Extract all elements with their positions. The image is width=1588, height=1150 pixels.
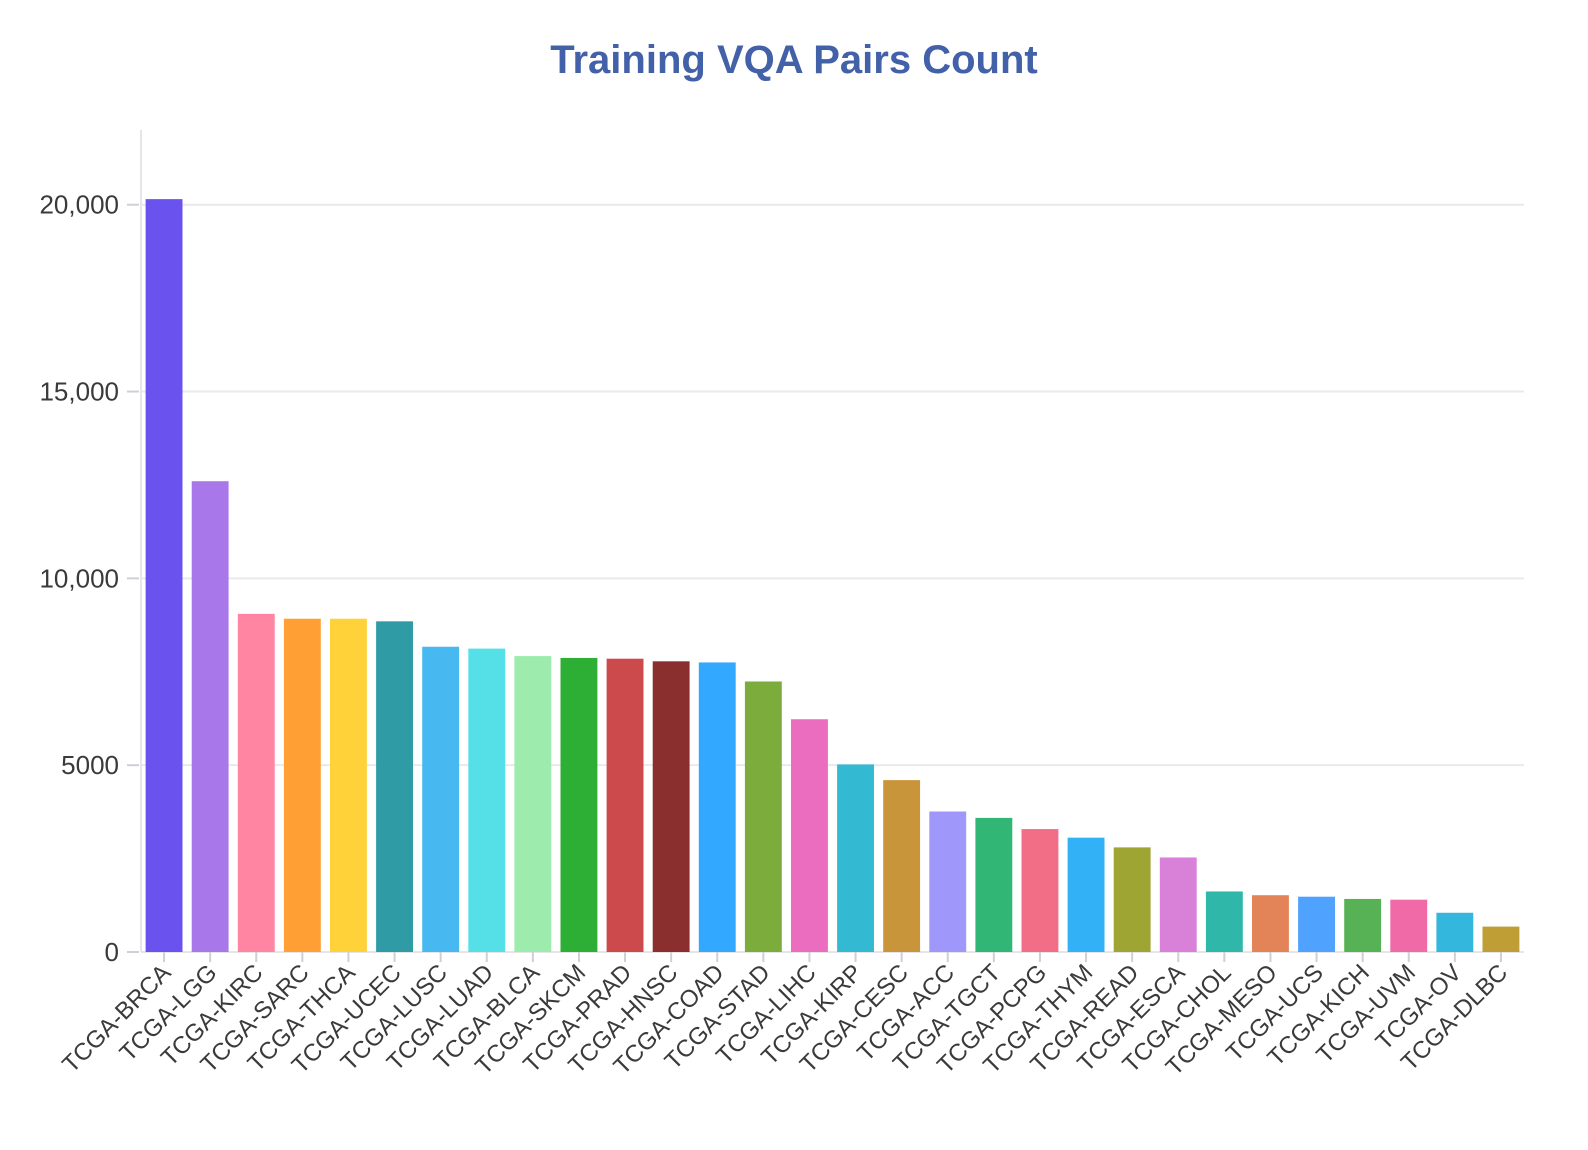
y-tick-label: 20,000 [39,190,119,220]
bar-tcga-meso[interactable] [1252,895,1289,952]
bar-tcga-thca[interactable] [330,618,367,952]
gridlines [141,203,1524,767]
bar-tcga-prad[interactable] [606,658,644,952]
bar-tcga-blca[interactable] [514,656,552,952]
bars [145,199,1520,952]
bar-tcga-hnsc[interactable] [652,661,690,952]
y-tick-label: 15,000 [39,377,119,407]
bar-tcga-stad[interactable] [744,681,782,952]
bar-tcga-chol[interactable] [1205,891,1243,952]
y-tick-label: 5000 [61,750,119,780]
y-axis-ticks: 0 5000 10,000 15,000 20,000 [39,190,139,967]
bar-tcga-kirp[interactable] [837,764,874,952]
bar-tcga-cesc[interactable] [883,780,921,952]
y-tick-label: 10,000 [39,563,119,593]
bar-tcga-read[interactable] [1113,847,1151,952]
bar-tcga-uvm[interactable] [1390,899,1428,952]
bar-tcga-acc[interactable] [929,811,967,952]
bar-tcga-pcpg[interactable] [1021,829,1059,952]
bar-tcga-esca[interactable] [1159,857,1197,952]
bar-tcga-luad[interactable] [468,648,506,952]
bar-tcga-kirc[interactable] [237,613,275,952]
x-axis-ticks: TCGA-BRCATCGA-LGGTCGA-KIRCTCGA-SARCTCGA-… [57,952,1513,1081]
bar-tcga-lgg[interactable] [191,481,229,952]
bar-tcga-sarc[interactable] [283,618,321,952]
bar-tcga-dlbc[interactable] [1482,926,1520,952]
bar-tcga-ov[interactable] [1436,912,1474,952]
y-tick-label: 0 [105,937,119,967]
bar-tcga-tgct[interactable] [975,817,1013,952]
bar-tcga-thym[interactable] [1067,837,1105,952]
bar-tcga-coad[interactable] [698,662,736,952]
bar-tcga-brca[interactable] [145,199,183,952]
bar-tcga-skcm[interactable] [560,657,598,952]
bar-tcga-lihc[interactable] [791,719,828,952]
bar-tcga-ucec[interactable] [376,621,413,952]
bar-tcga-kich[interactable] [1344,898,1382,952]
axes [140,130,1524,953]
bar-tcga-ucs[interactable] [1298,896,1335,952]
chart-title: Training VQA Pairs Count [550,38,1038,82]
bar-tcga-lusc[interactable] [422,646,460,952]
